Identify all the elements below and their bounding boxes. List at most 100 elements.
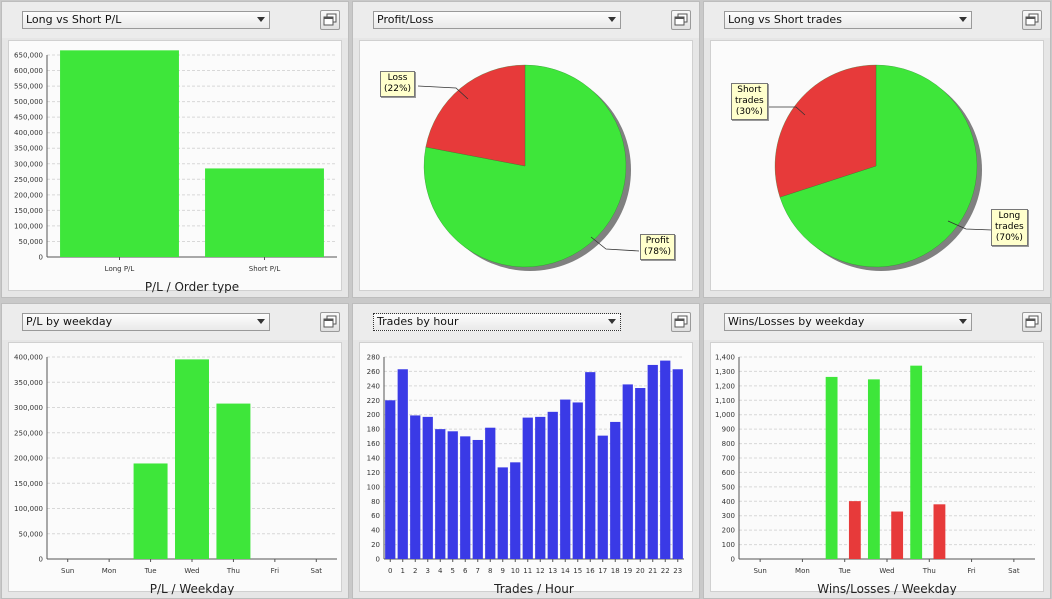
leader-line [947,220,993,231]
bar [572,402,583,559]
select-value: Trades by hour [377,315,459,328]
undock-button[interactable] [320,312,340,332]
chart-trades-by-hour: 0204060801001201401601802002202402602800… [367,354,684,595]
chart-long-vs-short-pl: 0 50,000 100,000 150,000 200,000 250,000 300,0… [14,50,337,293]
x-tick-label: Sat [1008,567,1020,575]
bar [435,429,446,559]
bar [397,369,408,559]
y-tick-label: 0 [39,556,43,564]
panel-wins-losses-by-weekday: Wins/Losses by weekday 0 100 200 300 400 500 6… [703,303,1051,599]
x-tick-label: 20 [636,567,645,575]
undock-button[interactable] [320,10,340,30]
bar [447,431,458,559]
x-tick-label: 19 [623,567,632,575]
bar [597,435,608,559]
bar [385,400,396,559]
x-tick-label: 4 [438,567,443,575]
y-tick-label: 260 [367,368,380,376]
y-tick-label: 240 [367,382,380,390]
chart-type-select[interactable]: Profit/Loss [373,11,621,29]
bar [510,462,521,559]
y-tick-label: 1,400 [715,354,735,362]
x-tick-label: 0 [388,567,392,575]
y-tick-label: 200,000 [14,455,43,463]
chart-type-select[interactable]: Long vs Short P/L [22,11,270,29]
x-tick-label: 10 [511,567,520,575]
bar [410,415,421,559]
panel-header: P/L by weekday [2,304,348,340]
window-restore-icon [674,315,688,328]
y-tick-label: 100,000 [14,222,43,230]
y-tick-label: 500 [722,483,735,491]
x-tick-label: Long P/L [105,265,135,273]
y-tick-label: 120 [367,469,380,477]
chart-type-select[interactable]: P/L by weekday [22,313,270,331]
chevron-down-icon [608,17,616,22]
chevron-down-icon [257,17,265,22]
y-tick-label: 600,000 [14,67,43,75]
y-tick-label: 50,000 [19,530,44,538]
bar [472,439,483,559]
x-tick-label: Thu [226,567,240,575]
y-tick-label: 650,000 [14,52,43,60]
y-tick-label: 100 [367,483,380,491]
undock-button[interactable] [1022,10,1042,30]
y-tick-label: 600 [722,469,735,477]
x-tick-label: 18 [611,567,620,575]
select-value: Profit/Loss [377,13,434,26]
x-tick-label: Mon [795,567,810,575]
y-tick-label: 400,000 [14,129,43,137]
chart-type-select[interactable]: Wins/Losses by weekday [724,313,972,331]
y-tick-label: 160 [367,440,380,448]
x-tick-label: Wed [879,567,894,575]
bar [660,360,671,559]
x-tick-label: 15 [573,567,582,575]
x-tick-label: Tue [144,567,157,575]
panel-header: Long vs Short trades [704,2,1050,38]
bar [867,379,880,559]
bar [848,501,861,559]
chart-area: Loss (22%) Profit (78%) [359,40,693,291]
y-tick-label: 40 [371,527,380,535]
leader-line [590,236,640,252]
chart-profit-loss-pie [417,64,640,271]
panel-profit-loss: Profit/Loss Loss (22%) Profit (78%) [352,1,700,298]
y-tick-label: 50,000 [19,238,44,246]
panel-long-vs-short-trades: Long vs Short trades Short trades (30%) … [703,1,1051,298]
bar [522,417,533,559]
bar [825,376,838,559]
chart-area: 0 100 200 300 400 500 600 700 800 900 1,000 1,100 1,… [710,342,1044,595]
y-tick-label: 100,000 [14,505,43,513]
bar [547,411,558,559]
y-tick-label: 150,000 [14,480,43,488]
select-value: Long vs Short trades [728,13,842,26]
x-tick-label: Tue [838,567,851,575]
x-tick-label: Wed [184,567,199,575]
chevron-down-icon [608,319,616,324]
chart-type-select[interactable]: Trades by hour [373,313,621,331]
undock-button[interactable] [1022,312,1042,332]
undock-button[interactable] [671,10,691,30]
chart-type-select[interactable]: Long vs Short trades [724,11,972,29]
bar [891,511,904,559]
y-tick-label: 200,000 [14,191,43,199]
undock-button[interactable] [671,312,691,332]
x-tick-label: 5 [451,567,455,575]
bar [560,399,571,559]
x-tick-label: 2 [413,567,417,575]
y-tick-label: 20 [371,541,380,549]
y-tick-label: 220 [367,397,380,405]
chart-area: 0 20 40 60 80 100 120 140 160 180 200 220 240 260 280 0… [359,342,693,595]
window-restore-icon [323,315,337,328]
y-tick-label: 400 [722,498,735,506]
bar [205,168,324,257]
bar [175,359,209,559]
y-tick-label: 140 [367,455,380,463]
y-tick-label: 150,000 [14,207,43,215]
window-restore-icon [323,13,337,26]
x-tick-label: 6 [463,567,468,575]
bar [60,50,179,257]
y-tick-label: 250,000 [14,176,43,184]
x-tick-label: 16 [586,567,595,575]
x-tick-label: 23 [673,567,682,575]
